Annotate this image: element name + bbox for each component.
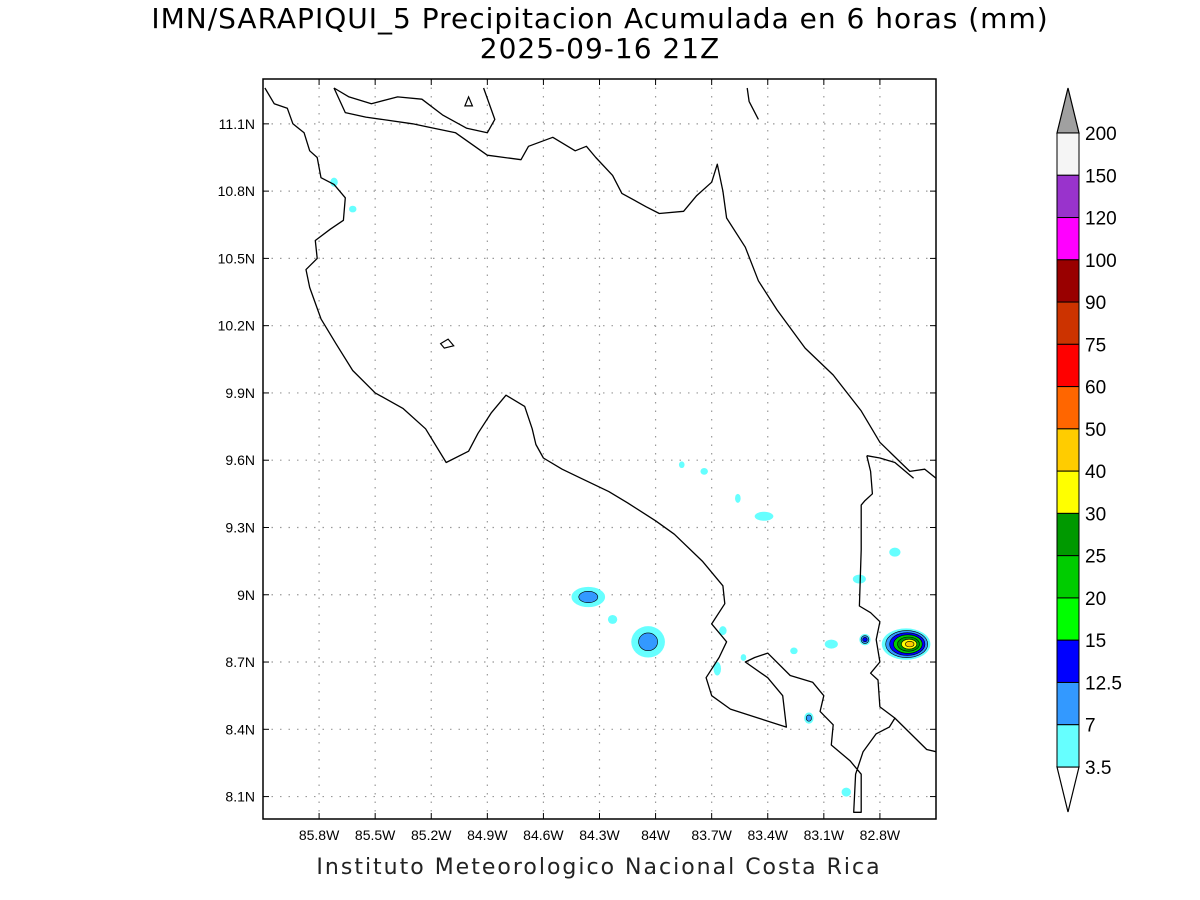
coastline xyxy=(858,455,896,719)
colorbar-over-arrow xyxy=(1056,87,1080,134)
precip-contour xyxy=(578,590,599,604)
colorbar-level-label: 30 xyxy=(1085,504,1106,525)
precip-contour xyxy=(607,614,618,624)
colorbar-level-label: 7 xyxy=(1085,716,1096,737)
colorbar-swatch xyxy=(1056,217,1080,261)
lon-tick-label: 83.7W xyxy=(691,827,732,843)
colorbar-swatch xyxy=(1056,259,1080,303)
coastline xyxy=(333,87,936,479)
coastline xyxy=(333,87,496,134)
precip-contour xyxy=(740,654,747,661)
lon-tick-label: 83.4W xyxy=(748,827,789,843)
lon-tick-label: 85.5W xyxy=(355,827,396,843)
colorbar-swatch xyxy=(1056,597,1080,641)
colorbar-swatch xyxy=(1056,343,1080,388)
precip-contour xyxy=(852,574,866,584)
colorbar-level-label: 50 xyxy=(1085,420,1106,441)
lon-tick-label: 84.9W xyxy=(467,827,508,843)
lat-tick-label: 9.3N xyxy=(225,519,255,535)
footer-credit: Instituto Meteorologico Nacional Costa R… xyxy=(316,855,882,880)
colorbar-swatch xyxy=(1056,555,1080,599)
precipitation-field xyxy=(330,177,931,797)
lat-tick-label: 11.1N xyxy=(219,116,255,132)
precip-contour xyxy=(805,714,812,722)
colorbar-level-label: 25 xyxy=(1085,547,1106,568)
lake-outline xyxy=(464,95,474,107)
precip-contour xyxy=(713,662,722,676)
lon-tick-label: 85.2W xyxy=(411,827,452,843)
lat-tick-label: 9.6N xyxy=(225,452,255,468)
lat-tick-label: 10.8N xyxy=(218,183,255,199)
colorbar-swatch xyxy=(1056,639,1080,683)
lat-tick-label: 10.2N xyxy=(218,318,255,334)
colorbar-swatch xyxy=(1056,301,1080,345)
precip-contour xyxy=(735,493,741,503)
precip-contour xyxy=(841,787,851,797)
colorbar-swatch xyxy=(1056,724,1080,768)
longitude-axis: 85.8W 85.5W 85.2W 84.9W 84.6W 84.3W 84W 83.7W 83… xyxy=(299,79,901,843)
precip-contour xyxy=(889,547,901,557)
lat-tick-label: 9N xyxy=(237,587,255,603)
map-subtitle: 2025-09-16 21Z xyxy=(479,32,721,65)
coastline xyxy=(746,87,759,120)
colorbar-swatch xyxy=(1056,386,1080,430)
precip-contour xyxy=(678,461,685,469)
colorbar-level-label: 40 xyxy=(1085,462,1106,483)
lon-tick-label: 84.6W xyxy=(523,827,564,843)
lake-outline xyxy=(439,338,455,349)
colorbar-level-label: 90 xyxy=(1085,293,1106,314)
colorbar-level-label: 20 xyxy=(1085,589,1106,610)
colorbar-level-label: 75 xyxy=(1085,335,1106,356)
lat-tick-label: 8.7N xyxy=(225,654,255,670)
precip-contour xyxy=(700,468,708,475)
map-title: IMN/SARAPIQUI_5 Precipitacion Acumulada … xyxy=(151,2,1049,35)
latitude-axis: 11.1N 10.8N 10.5N 10.2N 9.9N 9.6N 9.3N 9N 8.7N 8.… xyxy=(218,116,936,805)
precip-contour xyxy=(824,639,838,649)
colorbar-swatch xyxy=(1056,428,1080,472)
colorbar-level-label: 150 xyxy=(1085,166,1117,187)
lon-tick-label: 82.8W xyxy=(860,827,901,843)
colorbar-swatch xyxy=(1056,470,1080,514)
lon-tick-label: 83.1W xyxy=(804,827,845,843)
precip-contour xyxy=(638,632,658,652)
coastlines xyxy=(264,87,936,813)
colorbar-level-label: 15 xyxy=(1085,631,1106,652)
coastline xyxy=(264,87,936,813)
colorbar-legend: 200 150 120 100 90 75 60 50 40 30 25 20 15 12.5 7 3.5 xyxy=(1056,87,1122,813)
colorbar-level-label: 200 xyxy=(1085,124,1117,145)
colorbar-level-label: 120 xyxy=(1085,209,1117,230)
colorbar-level-label: 100 xyxy=(1085,251,1117,272)
lat-tick-label: 10.5N xyxy=(218,250,255,266)
colorbar-swatch xyxy=(1056,681,1080,726)
colorbar-swatch xyxy=(1056,174,1080,219)
precip-contour xyxy=(719,626,727,636)
colorbar-swatch xyxy=(1056,512,1080,557)
lat-tick-label: 9.9N xyxy=(225,385,255,401)
precip-contour xyxy=(790,647,798,655)
colorbar-level-label: 12.5 xyxy=(1085,673,1122,694)
precip-contour xyxy=(348,205,357,213)
precip-contour xyxy=(905,640,915,648)
colorbar-level-label: 60 xyxy=(1085,378,1106,399)
precip-contour xyxy=(862,637,868,643)
lat-tick-label: 8.1N xyxy=(225,789,255,805)
lon-tick-label: 84W xyxy=(641,827,671,843)
precip-contour xyxy=(330,177,338,187)
colorbar-swatch xyxy=(1056,132,1080,176)
lat-tick-label: 8.4N xyxy=(225,721,255,737)
coastline xyxy=(866,455,915,479)
colorbar-under-arrow xyxy=(1056,766,1080,813)
precip-contour xyxy=(754,511,774,521)
colorbar-level-label: 3.5 xyxy=(1085,758,1111,779)
lon-tick-label: 84.3W xyxy=(579,827,620,843)
lon-tick-label: 85.8W xyxy=(299,827,340,843)
